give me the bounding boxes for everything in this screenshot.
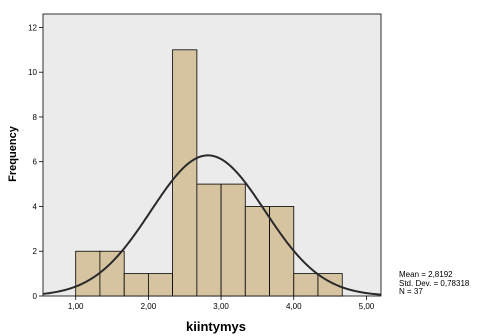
y-tick-label: 4 — [33, 202, 38, 211]
y-axis-title: Frequency — [7, 125, 19, 182]
x-axis: 1,00 2,00 3,00 4,00 5,00 — [68, 296, 375, 311]
x-tick-label: 2,00 — [141, 302, 157, 311]
normal-curve — [42, 154, 382, 296]
stat-std-dev: Std. Dev. = 0,78318 — [399, 278, 470, 288]
histogram-bar — [196, 183, 222, 297]
y-tick-label: 12 — [28, 23, 37, 32]
stat-mean: Mean = 2,8192 — [399, 270, 453, 279]
histogram-bar — [244, 206, 270, 297]
y-tick-label: 2 — [33, 247, 38, 256]
x-axis-title: kiintymys — [186, 319, 246, 334]
histogram-bar — [147, 273, 174, 297]
histogram-bar — [75, 250, 101, 297]
histogram-bar — [99, 250, 125, 297]
histogram-bar — [172, 49, 198, 297]
histogram-bar — [293, 273, 319, 297]
y-tick-label: 0 — [33, 292, 38, 301]
histogram-bar — [269, 206, 295, 297]
histogram-bar — [220, 183, 246, 297]
stat-n: N = 37 — [399, 287, 423, 296]
x-tick-label: 5,00 — [359, 302, 375, 311]
x-tick-label: 1,00 — [68, 302, 84, 311]
x-tick-label: 3,00 — [213, 302, 229, 311]
y-axis: 0 2 4 6 8 10 12 — [28, 23, 43, 301]
y-tick-label: 10 — [28, 68, 37, 77]
x-tick-label: 4,00 — [286, 302, 302, 311]
bars — [75, 49, 343, 297]
histogram-bar — [123, 273, 149, 297]
y-tick-label: 6 — [33, 158, 38, 167]
statistics-box: Mean = 2,8192 Std. Dev. = 0,78318 N = 37 — [399, 270, 470, 297]
y-tick-label: 8 — [33, 113, 38, 122]
